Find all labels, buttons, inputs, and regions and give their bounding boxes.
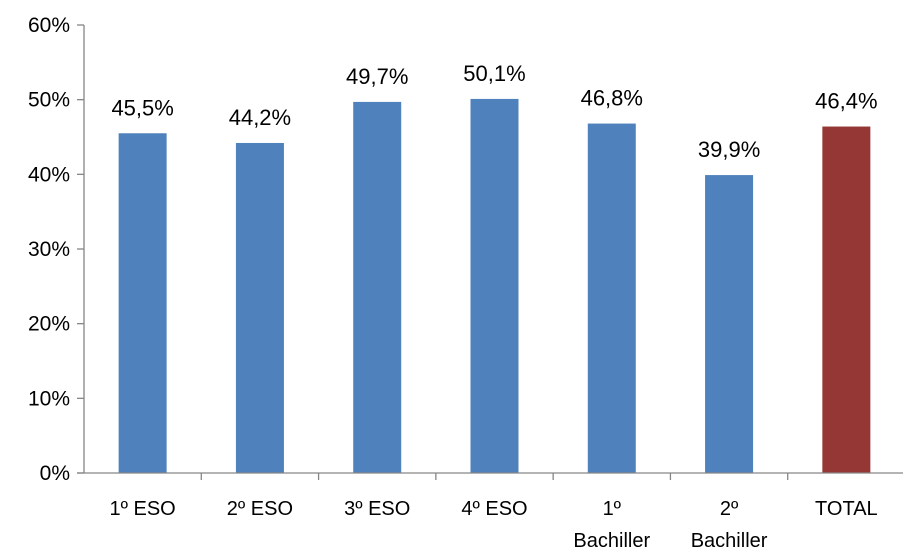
x-category-label: 1º ESO xyxy=(110,498,176,520)
data-label: 44,2% xyxy=(229,105,291,130)
x-category-label: 3º ESO xyxy=(344,498,410,520)
bar xyxy=(705,175,754,473)
y-tick-label: 50% xyxy=(28,89,70,112)
y-axis: 0% 10% 20% 30% 40% 50% 60% xyxy=(28,14,85,485)
bar xyxy=(587,123,636,473)
x-axis: 1º ESO 2º ESO 3º ESO 4º ESO 1º Bachiller 2º Bac… xyxy=(77,472,903,552)
bar xyxy=(822,126,871,474)
data-labels: 45,5% 44,2% 49,7% 50,1% 46,8% 39,9% 46,4% xyxy=(111,61,877,162)
data-label: 46,8% xyxy=(581,86,643,111)
data-label: 46,4% xyxy=(815,89,877,114)
y-tick-label: 30% xyxy=(28,238,70,261)
x-category-label: 1º xyxy=(603,498,622,520)
y-tick-label: 40% xyxy=(28,163,70,186)
x-category-label: 2º xyxy=(720,498,739,520)
x-category-label: 2º ESO xyxy=(227,498,293,520)
bar xyxy=(353,101,402,473)
x-category-label: Bachiller xyxy=(691,530,768,550)
x-category-label: 4º ESO xyxy=(461,498,527,520)
data-label: 49,7% xyxy=(346,64,408,89)
y-tick-label: 0% xyxy=(40,462,70,485)
data-label: 39,9% xyxy=(698,137,760,162)
y-tick-label: 60% xyxy=(28,14,70,37)
bars xyxy=(118,98,871,474)
bar xyxy=(235,142,284,473)
x-category-label: TOTAL xyxy=(815,498,878,520)
y-tick-label: 10% xyxy=(28,387,70,410)
y-tick-label: 20% xyxy=(28,313,70,336)
x-category-label: Bachiller xyxy=(573,530,650,550)
data-label: 50,1% xyxy=(463,61,525,86)
data-label: 45,5% xyxy=(111,95,173,120)
bar xyxy=(118,133,167,473)
bar xyxy=(470,98,519,474)
